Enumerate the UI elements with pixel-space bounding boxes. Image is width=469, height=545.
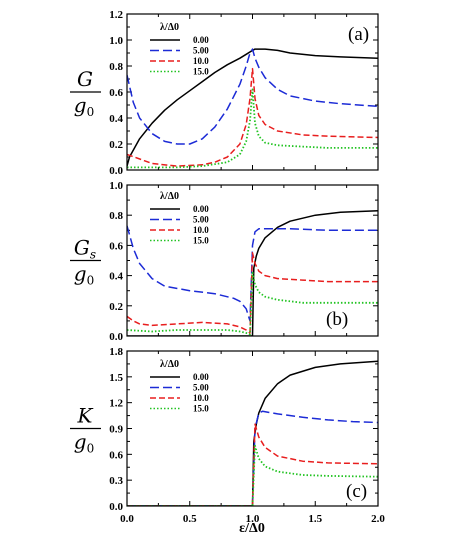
series-line-0.00 [127, 48, 378, 167]
plot-frame [126, 350, 379, 507]
x-tick-label: 1.5 [308, 513, 322, 525]
legend-label-15.0: 15.0 [193, 404, 209, 414]
x-tick-label: 0.0 [120, 513, 134, 525]
panel-label: (c) [346, 481, 367, 502]
y-axis-label: Gg0 [70, 67, 101, 119]
x-tick-label: 0.5 [183, 513, 197, 525]
series-line-15.0 [127, 88, 378, 169]
y-tick-label: 0.0 [109, 165, 123, 177]
series-line-15.0 [127, 271, 378, 336]
series-line-15.0 [127, 444, 378, 506]
legend-label-15.0: 15.0 [193, 236, 209, 246]
x-tick-label: 2.0 [371, 513, 385, 525]
x-tick-label: 1.0 [246, 513, 260, 525]
y-tick-label: 0.6 [109, 87, 123, 99]
y-label-numerator: G [77, 67, 93, 91]
panels: 0.00.20.40.60.81.01.2λ/Δ00.005.0010.015.… [70, 9, 385, 525]
legend-label-5.00: 5.00 [193, 215, 209, 225]
series-group [127, 48, 378, 169]
series-line-0.00 [127, 209, 378, 336]
y-tick-label: 1.8 [109, 346, 123, 358]
y-label-numerator: Gs [74, 236, 96, 262]
plot-frame [126, 13, 379, 171]
legend-label-0.00: 0.00 [193, 372, 209, 382]
y-tick-label: 0.0 [109, 501, 123, 513]
series-group [127, 209, 378, 336]
y-tick-label: 0.9 [109, 424, 123, 436]
y-tick-label: 0.4 [109, 271, 123, 283]
y-tick-label: 1.2 [109, 9, 123, 21]
panel-label: (a) [348, 24, 369, 45]
panel-c: 0.0 0.3 0.6 0.9 1.2 1.5 1.8 0.0 0.5 1.0 1.5 2.0 λ/Δ0… [70, 346, 385, 525]
y-tick-label: 0.2 [109, 301, 123, 313]
series-line-5.00 [127, 225, 378, 322]
y-tick-label: 0.6 [109, 449, 123, 461]
y-tick-label: 0.2 [109, 139, 123, 151]
y-label-denominator: g0 [74, 430, 94, 456]
legend-label-10.0: 10.0 [193, 225, 209, 235]
y-tick-label: 1.2 [109, 398, 123, 410]
legend-label-5.00: 5.00 [193, 46, 209, 56]
series-line-5.00 [127, 48, 378, 145]
legend-label-0.00: 0.00 [193, 204, 209, 214]
x-axis-label: ε/Δ0 [239, 521, 265, 536]
y-axis-label: Kg0 [70, 404, 101, 456]
plot-frame [126, 184, 379, 337]
legend-label-15.0: 15.0 [193, 67, 209, 77]
y-tick-label: 1.0 [109, 180, 123, 192]
y-tick-label: 0.3 [109, 475, 123, 487]
legend-label-10.0: 10.0 [193, 56, 209, 66]
y-tick-label: 0.8 [109, 61, 123, 73]
panel-a: 0.0 0.2 0.4 0.6 0.8 1.0 1.2 λ/Δ0 0.005.0010.015.… [70, 9, 379, 177]
y-label-denominator: g0 [74, 262, 94, 288]
legend-title: λ/Δ0 [160, 22, 179, 33]
legend-title: λ/Δ0 [160, 191, 179, 202]
series-line-0.00 [127, 360, 378, 506]
legend-label-5.00: 5.00 [193, 383, 209, 393]
series-line-10.0 [127, 67, 378, 167]
series-line-5.00 [127, 410, 378, 506]
y-tick-label: 0.4 [109, 113, 123, 125]
y-label-numerator: K [77, 404, 94, 428]
legend-label-10.0: 10.0 [193, 393, 209, 403]
y-tick-label: 0.6 [109, 240, 123, 252]
y-tick-label: 1.0 [109, 35, 123, 47]
panel-label: (b) [326, 309, 348, 330]
series-line-10.0 [127, 423, 378, 506]
y-label-denominator: g0 [74, 93, 94, 119]
y-tick-label: 0.0 [109, 331, 123, 343]
y-tick-label: 0.8 [109, 210, 123, 222]
legend-label-0.00: 0.00 [193, 35, 209, 45]
legend-title: λ/Δ0 [160, 359, 179, 370]
series-group [127, 360, 378, 506]
y-tick-label: 1.5 [109, 372, 123, 384]
